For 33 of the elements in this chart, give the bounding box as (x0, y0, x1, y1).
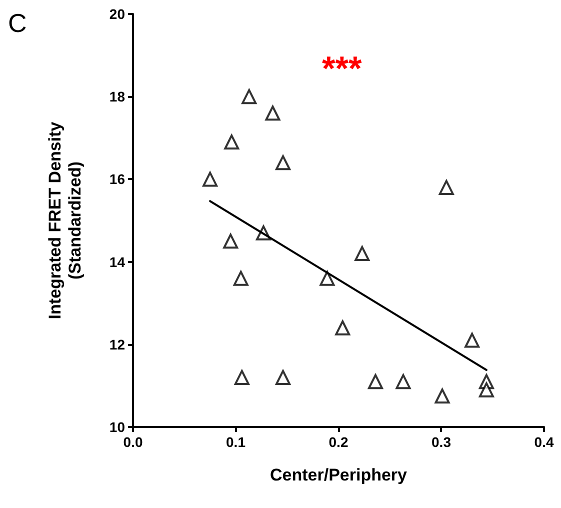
x-tick-label: 0.4 (534, 434, 554, 450)
point (438, 180, 454, 195)
point (320, 270, 335, 286)
point (202, 172, 218, 187)
x-tick-label: 0.0 (123, 434, 143, 450)
point (223, 234, 238, 249)
point (396, 374, 411, 390)
point (276, 155, 291, 170)
y-tick-label: 20 (109, 6, 126, 22)
y-tick-label: 14 (109, 254, 126, 270)
point (464, 332, 480, 348)
y-axis-title: Integrated FRET Density (Standardized) (46, 121, 84, 320)
point (276, 370, 291, 385)
y-tick-label: 16 (109, 171, 126, 188)
point (478, 382, 494, 398)
text: C (8, 8, 27, 38)
x-tick-label: 0.2 (328, 434, 348, 450)
point (354, 246, 370, 262)
point (335, 320, 350, 336)
point (233, 270, 248, 286)
y-tick-label: 18 (109, 88, 126, 105)
point (265, 106, 280, 121)
annotation: *** (322, 50, 362, 88)
x-tick-label: 0.1 (226, 434, 246, 450)
point (224, 134, 240, 150)
x-tick-label: 0.3 (432, 434, 452, 450)
y-tick-label: 10 (109, 419, 126, 435)
x-axis-title: Center/Periphery (270, 466, 408, 484)
point (234, 370, 250, 385)
y-tick-label: 12 (109, 336, 126, 352)
point (434, 388, 450, 404)
point (368, 374, 383, 390)
point (242, 89, 257, 104)
